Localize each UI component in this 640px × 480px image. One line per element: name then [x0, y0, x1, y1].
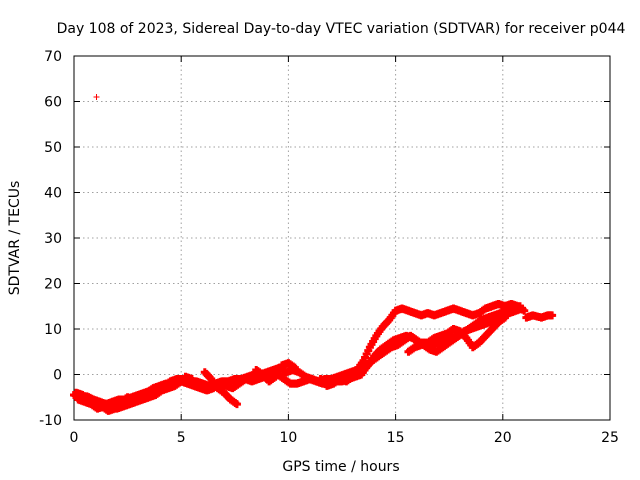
chart-title: Day 108 of 2023, Sidereal Day-to-day VTE… — [57, 21, 626, 37]
x-tick-label: 5 — [177, 430, 186, 446]
y-tick-label: 70 — [44, 49, 62, 65]
data-point — [232, 400, 241, 409]
y-tick-label: 0 — [53, 368, 62, 384]
x-tick-label: 0 — [70, 430, 79, 446]
plot-frame — [73, 55, 611, 421]
x-tick-label: 20 — [494, 430, 512, 446]
y-axis-title: SDTVAR / TECUs — [7, 181, 23, 296]
x-tick-label: 10 — [279, 430, 297, 446]
x-axis-title: GPS time / hours — [282, 459, 399, 475]
data-point — [290, 363, 299, 372]
y-tick-label: 40 — [44, 186, 62, 202]
y-tick-label: 60 — [44, 95, 62, 111]
y-tick-labels: -10 0 10 20 30 40 50 60 70 — [39, 49, 62, 429]
x-tick-label: 15 — [387, 430, 405, 446]
y-tick-label: 10 — [44, 322, 62, 338]
y-tick-label: 50 — [44, 140, 62, 156]
data-point — [500, 313, 509, 322]
grid-layer — [74, 56, 610, 420]
data-point — [187, 375, 196, 384]
data-point — [515, 302, 524, 311]
x-tick-labels: 0 5 10 15 20 25 — [70, 430, 619, 446]
y-tick-label: 30 — [44, 231, 62, 247]
data-point — [548, 311, 557, 320]
y-tick-label: -10 — [39, 413, 62, 429]
data-point — [162, 379, 171, 388]
data-points — [70, 93, 557, 415]
data-point — [93, 93, 100, 100]
y-tick-label: 20 — [44, 277, 62, 293]
x-tick-label: 25 — [601, 430, 619, 446]
